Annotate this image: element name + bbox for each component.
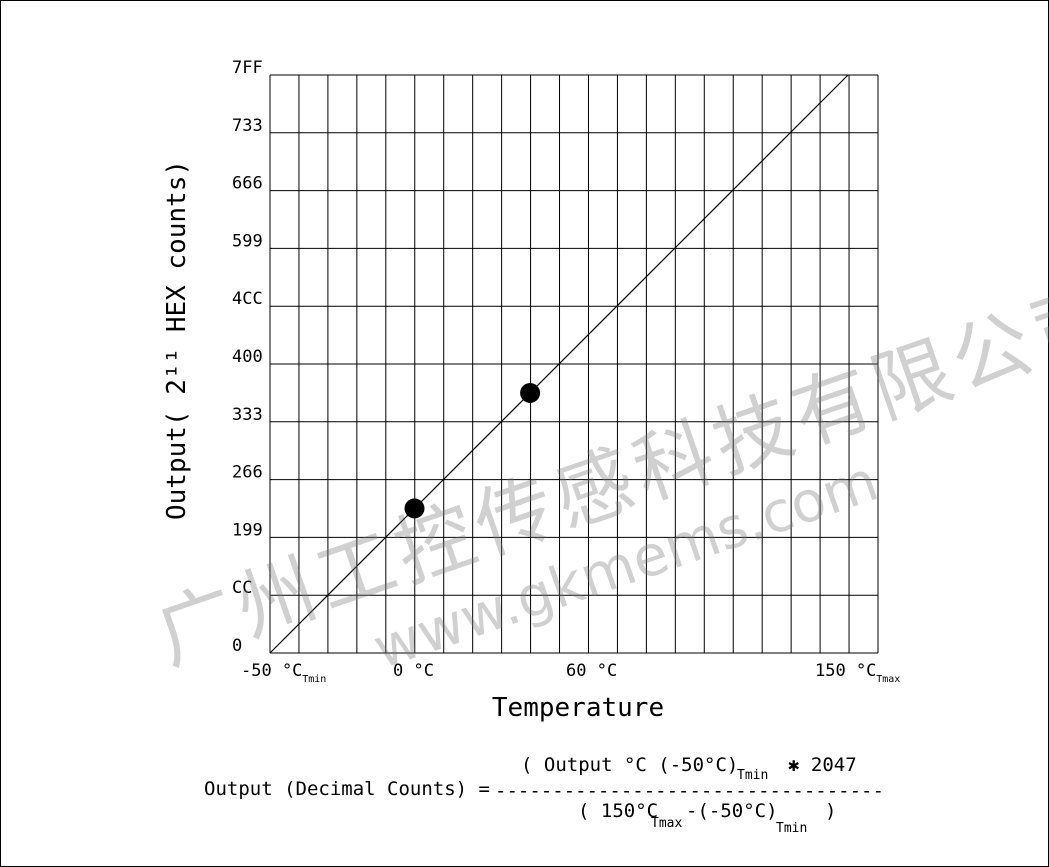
formula-lhs: Output (Decimal Counts) = xyxy=(204,778,490,800)
formula-multiplier: ✱ 2047 xyxy=(788,754,857,776)
y-tick-label: 266 xyxy=(232,463,263,483)
x-axis-label: Temperature xyxy=(492,693,664,723)
formula-dashes: ---------------------------------- xyxy=(495,780,884,802)
y-tick-label: 333 xyxy=(232,405,263,425)
grid xyxy=(269,74,879,654)
y-tick-label: CC xyxy=(232,578,252,598)
x-tick-labels: -50 °C Tmin 0 °C 60 °C 150 °C Tmax xyxy=(241,661,900,685)
y-tick-label: 0 xyxy=(232,636,242,656)
x-tick-label: -50 °C xyxy=(241,661,302,681)
y-tick-label: 400 xyxy=(232,347,263,367)
y-tick-labels: 0 CC 199 266 333 400 4CC 599 666 733 7FF xyxy=(232,58,263,656)
y-tick-label: 599 xyxy=(232,231,263,251)
formula-denominator-c: ) xyxy=(825,800,836,822)
y-tick-label: 199 xyxy=(232,520,263,540)
formula-numerator-sub: Tmin xyxy=(737,768,768,783)
x-tick-label: 0 °C xyxy=(393,661,434,681)
y-axis-label: Output( 2¹¹ HEX counts) xyxy=(162,160,192,520)
formula-denominator-sub2: Tmin xyxy=(776,821,807,836)
y-tick-label: 4CC xyxy=(232,289,263,309)
y-tick-label: 7FF xyxy=(232,58,263,78)
formula-denominator-b: -(-50°C) xyxy=(686,800,778,822)
y-tick-label: 733 xyxy=(232,116,263,136)
y-tick-label: 666 xyxy=(232,174,263,194)
x-tick-label: 60 °C xyxy=(566,661,617,681)
chart-marks xyxy=(269,74,849,654)
formula-numerator: ( Output °C (-50°C) xyxy=(521,754,738,776)
x-tick-label: 150 °C xyxy=(815,661,876,681)
x-tick-sub: Tmax xyxy=(876,674,900,685)
formula-denominator-a: ( 150°C xyxy=(578,800,658,822)
series-line xyxy=(269,74,849,654)
data-point xyxy=(520,382,541,403)
formula-denominator-sub1: Tmax xyxy=(651,816,682,831)
data-point xyxy=(404,498,425,519)
x-tick-sub: Tmin xyxy=(302,674,326,685)
formula: Output (Decimal Counts) = ( Output °C (-… xyxy=(204,754,884,836)
